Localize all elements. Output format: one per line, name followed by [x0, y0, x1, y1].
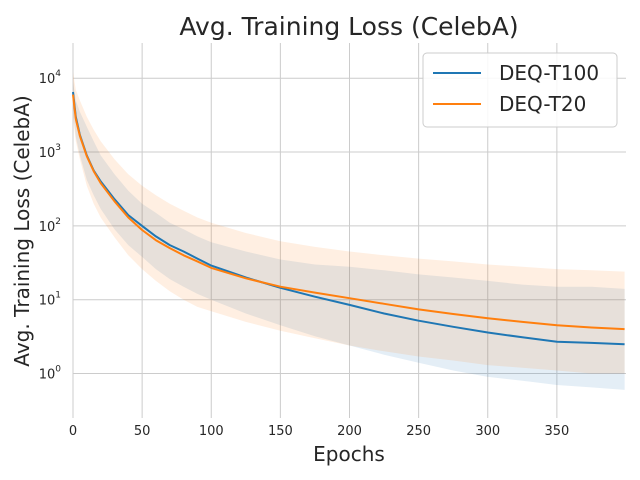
x-tick-label: 250 [406, 424, 431, 439]
band-deq-t20 [73, 72, 625, 374]
uncertainty-bands [73, 72, 625, 390]
x-tick-labels: 0 50 100 150 200 250 300 350 [69, 424, 569, 439]
legend-box [422, 52, 618, 128]
legend-label: DEQ-T100 [499, 61, 599, 85]
y-tick-label: 103 [39, 143, 61, 161]
x-tick-label: 200 [337, 424, 362, 439]
y-axis-label: Avg. Training Loss (CelebA) [10, 95, 34, 366]
y-tick-label: 102 [39, 217, 61, 235]
series-line-deq-t20 [72, 94, 625, 331]
y-tick-label: 101 [39, 291, 61, 309]
x-tick-label: 100 [199, 424, 224, 439]
x-tick-label: 150 [268, 424, 293, 439]
series-lines [72, 91, 625, 346]
chart-title: Avg. Training Loss (CelebA) [179, 12, 518, 41]
x-tick-label: 0 [69, 424, 77, 439]
band-deq-t100 [73, 81, 625, 390]
y-tick-label: 104 [39, 69, 62, 87]
legend: DEQ-T100 DEQ-T20 [422, 52, 618, 128]
x-axis-label: Epochs [313, 442, 385, 466]
y-tick-label: 100 [39, 365, 62, 383]
x-tick-label: 350 [544, 424, 569, 439]
legend-label: DEQ-T20 [499, 92, 586, 116]
x-tick-label: 300 [475, 424, 500, 439]
y-tick-labels: 100 101 102 103 104 [39, 69, 62, 382]
x-tick-label: 50 [134, 424, 151, 439]
